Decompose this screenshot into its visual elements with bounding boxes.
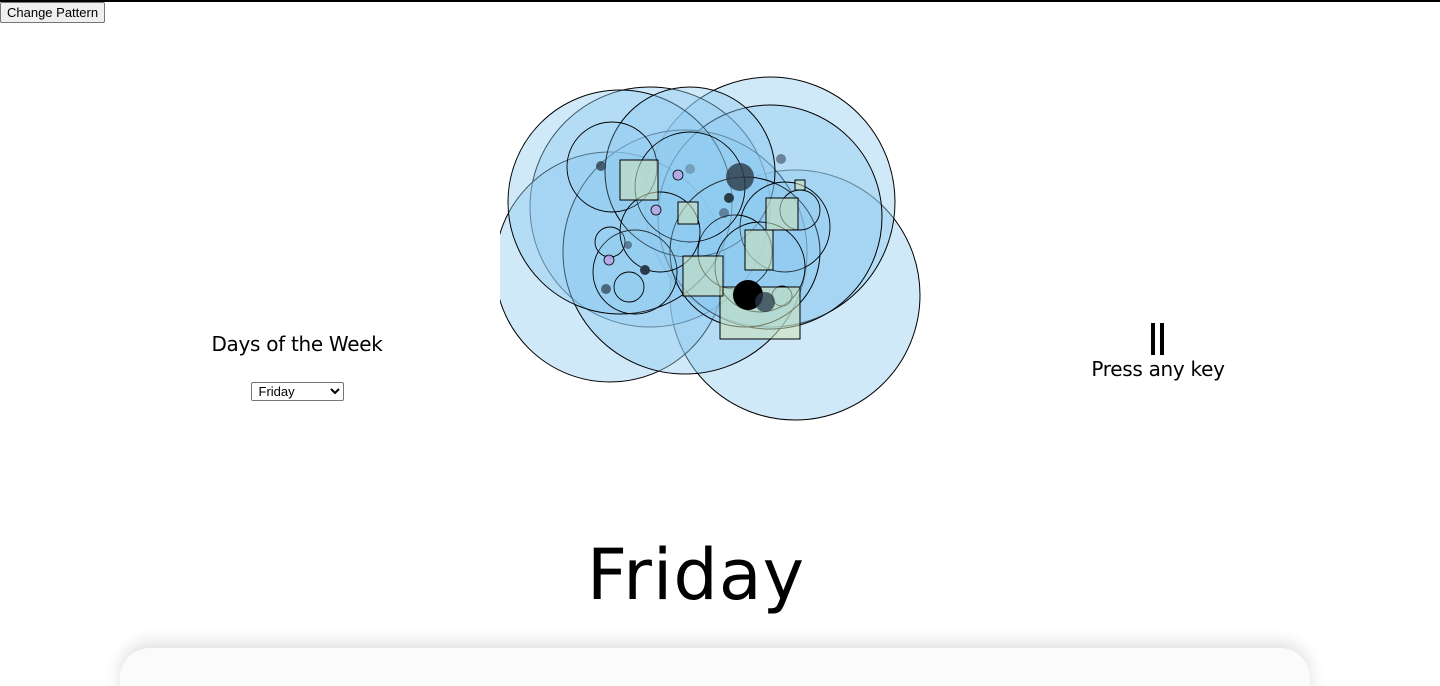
pattern-square: [794, 179, 806, 191]
pattern-square: [765, 197, 799, 231]
change-pattern-button[interactable]: Change Pattern: [0, 2, 106, 23]
days-panel: Days of the Week Friday: [196, 332, 398, 401]
pattern-dot: [726, 163, 754, 191]
pattern-dot: [603, 254, 615, 266]
day-select[interactable]: Friday: [250, 382, 344, 401]
pattern-dot: [724, 193, 734, 203]
pattern-visualization: [500, 76, 921, 421]
panel-title: Days of the Week: [211, 332, 383, 356]
pattern-square: [619, 159, 659, 201]
pattern-dot: [672, 169, 684, 181]
day-display: Friday: [586, 534, 806, 616]
pattern-square: [744, 229, 774, 271]
press-any-key-label: Press any key: [1091, 357, 1225, 381]
pattern-dot: [776, 154, 786, 164]
pattern-dot: [624, 241, 632, 249]
status-panel: Press any key: [1078, 318, 1238, 381]
pattern-dot: [601, 284, 611, 294]
pattern-circle: [592, 229, 678, 315]
pattern-square: [677, 201, 699, 225]
pattern-dot: [755, 292, 775, 312]
pattern-circle: [500, 151, 726, 383]
pause-icon[interactable]: [1149, 323, 1167, 355]
footer-panel: [120, 648, 1310, 686]
pattern-dot: [596, 161, 606, 171]
pattern-dot: [650, 204, 662, 216]
pattern-dot: [685, 164, 695, 174]
pattern-circle: [613, 271, 645, 303]
pattern-square: [682, 255, 724, 297]
pattern-dot: [719, 208, 729, 218]
pattern-dot: [640, 265, 650, 275]
